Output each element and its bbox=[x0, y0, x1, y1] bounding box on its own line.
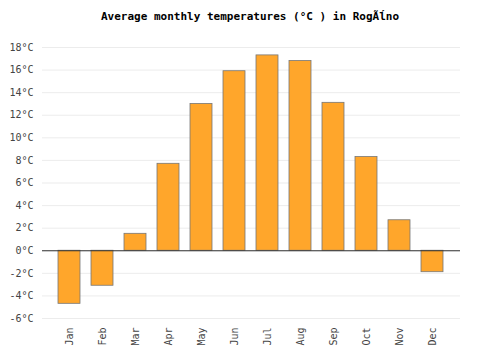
svg-text:14°C: 14°C bbox=[9, 87, 33, 98]
svg-text:Dec: Dec bbox=[427, 328, 438, 346]
svg-text:Nov: Nov bbox=[394, 328, 405, 346]
svg-text:0°C: 0°C bbox=[15, 245, 33, 256]
svg-text:4°C: 4°C bbox=[15, 200, 33, 211]
svg-text:Jan: Jan bbox=[64, 328, 75, 346]
svg-text:6°C: 6°C bbox=[15, 177, 33, 188]
svg-text:Apr: Apr bbox=[163, 328, 174, 346]
svg-text:10°C: 10°C bbox=[9, 132, 33, 143]
html-text:Average monthly temperatures (: Average monthly temperatures (°C ) in Ro… bbox=[101, 10, 399, 23]
svg-text:2°C: 2°C bbox=[15, 222, 33, 233]
svg-text:Jun: Jun bbox=[229, 328, 240, 346]
svg-text:May: May bbox=[196, 328, 207, 346]
svg-text:Oct: Oct bbox=[361, 328, 372, 346]
svg-text:18°C: 18°C bbox=[9, 42, 33, 53]
svg-text:12°C: 12°C bbox=[9, 109, 33, 120]
svg-text:-4°C: -4°C bbox=[9, 290, 33, 301]
svg-text:16°C: 16°C bbox=[9, 64, 33, 75]
svg-text:Sep: Sep bbox=[328, 328, 339, 346]
svg-text:Feb: Feb bbox=[97, 328, 108, 346]
svg-text:-2°C: -2°C bbox=[9, 268, 33, 279]
svg-text:Mar: Mar bbox=[130, 328, 141, 346]
svg-text:-6°C: -6°C bbox=[9, 313, 33, 324]
svg-text:Aug: Aug bbox=[295, 328, 306, 346]
svg-text:Jul: Jul bbox=[262, 328, 273, 346]
svg-text:8°C: 8°C bbox=[15, 155, 33, 166]
